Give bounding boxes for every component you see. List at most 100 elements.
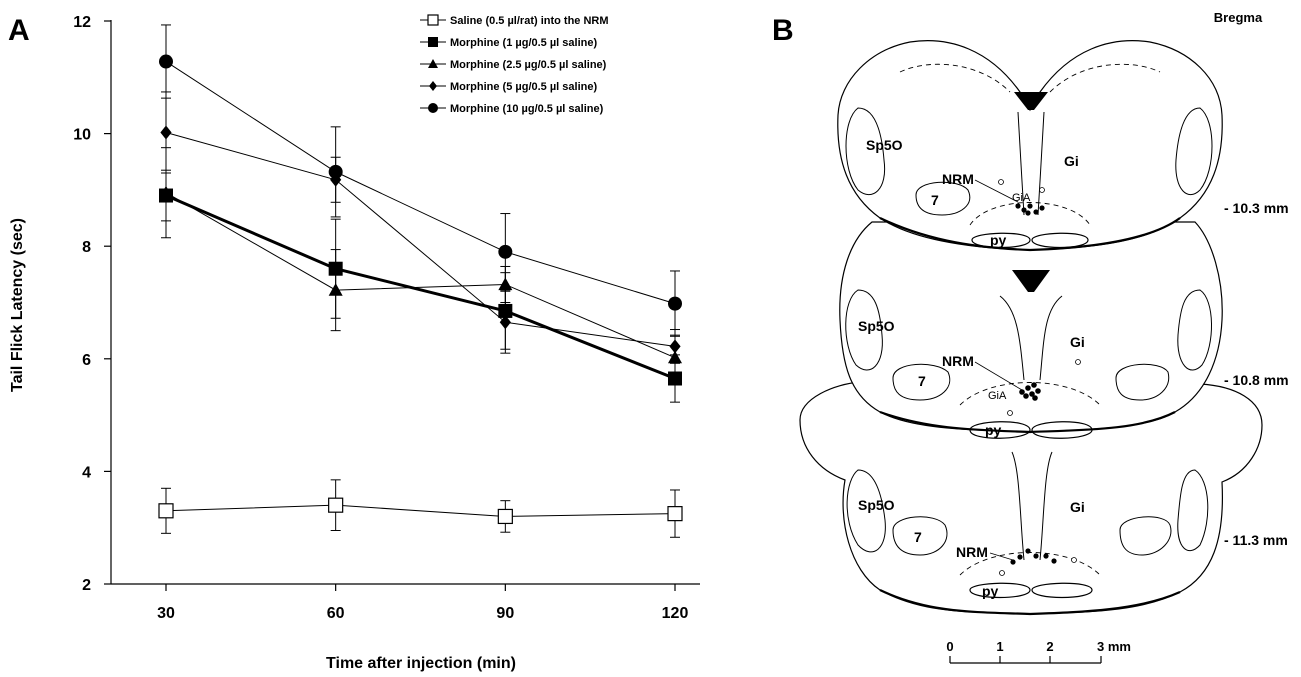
section-1-label-nrm: NRM bbox=[942, 171, 974, 187]
x-axis-ticks: 30 60 90 120 bbox=[157, 584, 688, 622]
chart-legend: Saline (0.5 µl/rat) into the NRM Morphine… bbox=[420, 14, 609, 115]
scale-bar-tick-2: 2 bbox=[1046, 639, 1053, 654]
section-1-fourth-ventricle bbox=[1014, 92, 1048, 110]
section-3-coordinate: - 11.3 mm bbox=[1224, 532, 1288, 548]
section-2-sp5o-outline bbox=[845, 289, 883, 371]
data-point bbox=[159, 185, 173, 199]
y-tick-label: 2 bbox=[82, 577, 91, 594]
legend-marker bbox=[428, 37, 438, 47]
y-axis-ticks: 2 4 6 8 10 12 bbox=[73, 14, 111, 594]
data-point bbox=[160, 125, 172, 140]
series-0 bbox=[158, 479, 683, 538]
series-line bbox=[165, 192, 676, 359]
section-2-label-7: 7 bbox=[918, 373, 926, 389]
section-2-open-dot-2 bbox=[1007, 410, 1013, 416]
legend-marker bbox=[427, 14, 439, 26]
section-1-label-7: 7 bbox=[931, 192, 939, 208]
series-line bbox=[165, 131, 676, 347]
scale-bar-tick-1: 1 bbox=[996, 639, 1003, 654]
section-3-nucleus-7-right bbox=[1119, 516, 1172, 556]
section-3-label-py: py bbox=[982, 583, 999, 599]
y-tick-label: 10 bbox=[73, 127, 91, 144]
section-2-label-gi: Gi bbox=[1070, 334, 1085, 350]
legend-marker bbox=[428, 103, 438, 113]
legend-label: Morphine (2.5 µg/0.5 µl saline) bbox=[450, 59, 607, 71]
section-1-ventral-edge bbox=[879, 217, 1181, 252]
y-tick-label: 8 bbox=[82, 239, 91, 256]
section-3-nucleus-7 bbox=[892, 516, 948, 556]
section-2-py-outline bbox=[969, 421, 1093, 439]
legend-label: Morphine (1 µg/0.5 µl saline) bbox=[450, 37, 597, 49]
data-point bbox=[667, 506, 683, 522]
section-1-dorsal-dashes bbox=[899, 63, 1161, 93]
section-2-dashed-arc bbox=[959, 382, 1101, 406]
section-2-coordinate: - 10.8 mm bbox=[1224, 372, 1289, 388]
y-axis-title: Tail Flick Latency (sec) bbox=[9, 218, 26, 392]
section-2-open-dot bbox=[1075, 359, 1081, 365]
brain-section-2 bbox=[839, 221, 1223, 439]
legend-marker bbox=[428, 59, 438, 68]
x-tick-label: 30 bbox=[157, 605, 175, 622]
data-point bbox=[498, 244, 513, 259]
section-2-label-gia: GiA bbox=[988, 390, 1007, 402]
series-line bbox=[165, 194, 676, 380]
section-2-sp5o-right bbox=[1177, 289, 1212, 371]
section-1-label-gia: GiA bbox=[1012, 192, 1031, 204]
y-tick-label: 6 bbox=[82, 352, 91, 369]
x-tick-label: 60 bbox=[327, 605, 345, 622]
brain-section-1 bbox=[837, 40, 1223, 252]
series-4 bbox=[159, 24, 682, 337]
section-1-injection-dots bbox=[1015, 203, 1045, 216]
section-3-sp5o-outline bbox=[846, 469, 886, 553]
section-2-label-sp5o: Sp5O bbox=[858, 318, 895, 334]
line-chart: 2 4 6 8 10 12 30 60 90 120 Time after injection … bbox=[9, 14, 700, 672]
panel-a-letter: A bbox=[8, 14, 30, 47]
section-2-label-nrm: NRM bbox=[942, 353, 974, 369]
x-axis-title: Time after injection (min) bbox=[326, 655, 516, 672]
x-tick-label: 90 bbox=[496, 605, 514, 622]
series-2 bbox=[159, 147, 682, 381]
legend-label: Morphine (5 µg/0.5 µl saline) bbox=[450, 81, 597, 93]
y-tick-label: 12 bbox=[73, 14, 91, 31]
data-point bbox=[328, 497, 344, 513]
legend-marker bbox=[429, 81, 437, 91]
section-2-midline bbox=[999, 295, 1063, 381]
series-line bbox=[165, 504, 676, 517]
panel-b-letter: B bbox=[772, 14, 794, 47]
section-3-midline bbox=[1011, 451, 1053, 561]
data-point bbox=[158, 503, 174, 519]
section-1-open-dot bbox=[998, 179, 1004, 185]
series-layer bbox=[158, 24, 683, 538]
data-point bbox=[328, 164, 343, 179]
series-1 bbox=[159, 169, 682, 403]
section-1-sp5o-right bbox=[1175, 107, 1213, 196]
data-point bbox=[497, 508, 513, 525]
scale-bar bbox=[949, 656, 1102, 664]
section-1-coordinate: - 10.3 mm bbox=[1224, 200, 1289, 216]
scale-bar-tick-3: 3 mm bbox=[1097, 639, 1131, 654]
data-point bbox=[668, 296, 682, 311]
section-1-py-outline bbox=[971, 232, 1089, 249]
section-1-nucleus-7 bbox=[915, 181, 971, 216]
scale-bar-tick-0: 0 bbox=[946, 639, 953, 654]
data-point bbox=[669, 339, 681, 354]
section-1-sp5o-outline bbox=[845, 107, 886, 196]
section-3-open-dot bbox=[999, 570, 1005, 576]
section-3-py-outline bbox=[969, 582, 1093, 599]
data-point bbox=[159, 54, 173, 69]
section-3-label-7: 7 bbox=[914, 529, 922, 545]
section-2-label-py: py bbox=[985, 422, 1002, 438]
label-leader-lines bbox=[974, 179, 1023, 561]
legend-label: Saline (0.5 µl/rat) into the NRM bbox=[450, 15, 609, 27]
bregma-header: Bregma bbox=[1214, 10, 1263, 25]
section-3-open-dot-2 bbox=[1071, 557, 1077, 563]
section-2-nucleus-7-right bbox=[1115, 363, 1170, 401]
section-3-ventral-edge bbox=[879, 589, 1181, 616]
legend-label: Morphine (10 µg/0.5 µl saline) bbox=[450, 103, 604, 115]
y-tick-label: 4 bbox=[82, 464, 91, 481]
section-1-label-gi: Gi bbox=[1064, 153, 1079, 169]
section-2-ventral-edge bbox=[879, 410, 1176, 434]
brain-section-3 bbox=[799, 381, 1263, 616]
x-tick-label: 120 bbox=[662, 605, 689, 622]
